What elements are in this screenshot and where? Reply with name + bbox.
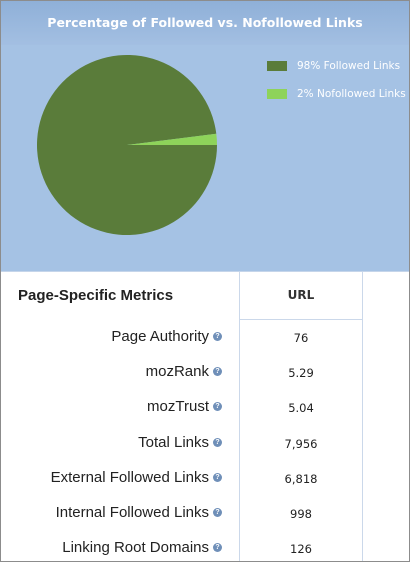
pie-chart [37, 54, 218, 235]
metric-label-text: Linking Root Domains [62, 539, 209, 557]
metric-label-text: mozRank [145, 363, 209, 381]
page-metrics-table: Page-Specific Metrics URL Page Authority… [1, 272, 409, 561]
metric-value: 5.04 [288, 401, 314, 416]
metric-label-text: Total Links [138, 433, 209, 451]
table-row: mozRank? 5.29 [1, 358, 409, 386]
column-divider-left [239, 272, 240, 561]
metric-label: Page Authority? [111, 328, 222, 345]
header-underline [240, 319, 363, 320]
url-column-header: URL [287, 288, 315, 302]
metric-label: mozTrust? [147, 398, 222, 415]
metric-label: External Followed Links? [51, 469, 222, 486]
metric-value: 6,818 [284, 471, 318, 486]
question-icon[interactable]: ? [213, 332, 222, 341]
chart-title: Percentage of Followed vs. Nofollowed Li… [1, 1, 409, 45]
chart-legend: 98% Followed Links 2% Nofollowed Links [267, 59, 406, 115]
column-divider-right [362, 272, 363, 561]
legend-label: 2% Nofollowed Links [297, 88, 406, 100]
metric-value: 126 [290, 542, 312, 557]
metric-value: 5.29 [288, 366, 314, 381]
table-row: Internal Followed Links? 998 [1, 499, 409, 527]
question-icon[interactable]: ? [213, 508, 222, 517]
metric-label: Linking Root Domains? [62, 539, 222, 556]
pie-slice-nofollowed [127, 133, 218, 145]
legend-item: 2% Nofollowed Links [267, 87, 406, 101]
link-chart-panel: Percentage of Followed vs. Nofollowed Li… [1, 1, 409, 272]
legend-item: 98% Followed Links [267, 59, 406, 73]
table-row: Linking Root Domains? 126 [1, 534, 409, 561]
metric-value: 76 [293, 331, 309, 345]
metric-label-text: Page Authority [111, 328, 209, 345]
metric-label: mozRank? [146, 363, 222, 380]
question-icon[interactable]: ? [213, 402, 222, 412]
metric-value: 7,956 [284, 436, 318, 451]
panel-divider [1, 271, 409, 272]
table-row: Page Authority? 76 [1, 323, 409, 351]
metric-label-text: External Followed Links [50, 468, 209, 486]
metric-value: 998 [290, 507, 312, 521]
legend-label: 98% Followed Links [297, 60, 401, 72]
metric-label: Internal Followed Links? [56, 504, 222, 521]
question-icon[interactable]: ? [213, 367, 222, 377]
metric-label-text: mozTrust [147, 398, 209, 416]
metric-label-text: Internal Followed Links [55, 504, 209, 521]
question-icon[interactable]: ? [213, 543, 222, 553]
pie-slice-followed [37, 54, 218, 235]
metrics-title: Page-Specific Metrics [18, 287, 174, 304]
metric-label: Total Links? [138, 434, 222, 451]
question-icon[interactable]: ? [213, 472, 222, 482]
question-icon[interactable]: ? [213, 437, 222, 447]
table-row: Total Links? 7,956 [1, 429, 409, 457]
legend-swatch [267, 61, 287, 71]
table-row: External Followed Links? 6,818 [1, 464, 409, 492]
table-row: mozTrust? 5.04 [1, 393, 409, 421]
legend-swatch [267, 89, 287, 99]
